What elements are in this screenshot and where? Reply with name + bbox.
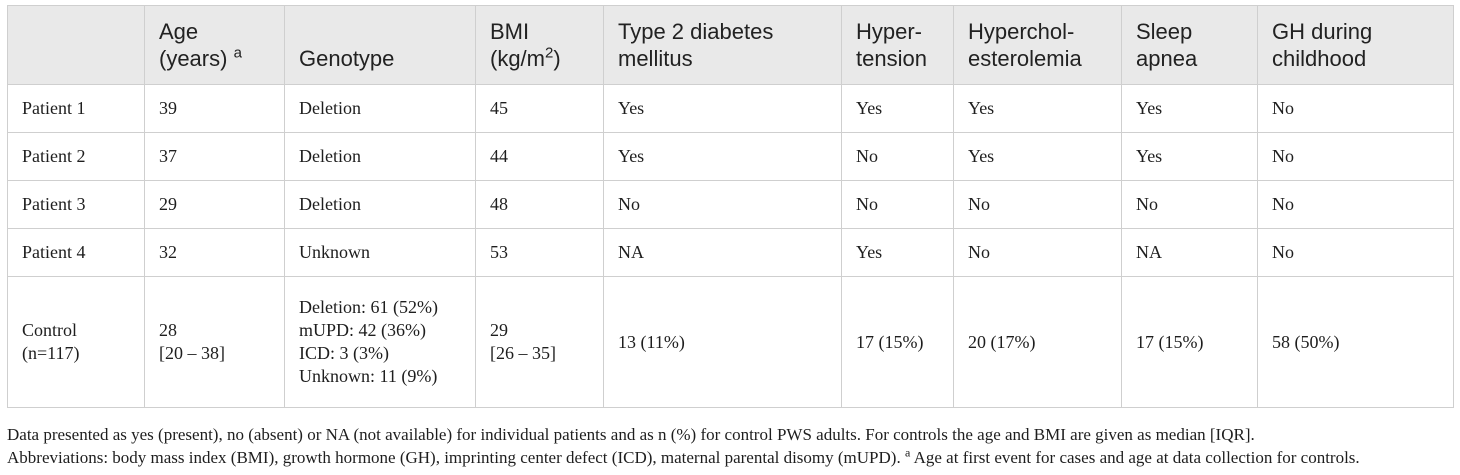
sleep-apnea-cell: Yes — [1121, 84, 1258, 133]
control-row: Control (n=117) 28 [20 – 38] Deletion: 6… — [7, 276, 1454, 408]
table-row: Patient 3 29 Deletion 48 No No No No No — [7, 180, 1454, 229]
row-label: Patient 1 — [7, 84, 145, 133]
age-cell: 32 — [144, 228, 285, 277]
header-bmi: BMI (kg/m2) — [475, 5, 604, 85]
t2dm-cell: No — [603, 180, 842, 229]
hypercholesterolemia-cell: Yes — [953, 84, 1122, 133]
header-hypercholesterolemia: Hyperchol- esterolemia — [953, 5, 1122, 85]
row-label: Patient 2 — [7, 132, 145, 181]
hypercholesterolemia-cell: No — [953, 228, 1122, 277]
age-cell: 29 — [144, 180, 285, 229]
hypercholesterolemia-cell: No — [953, 180, 1122, 229]
bmi-cell: 45 — [475, 84, 604, 133]
bmi-cell: 48 — [475, 180, 604, 229]
row-label: Control (n=117) — [7, 276, 145, 408]
bmi-cell: 44 — [475, 132, 604, 181]
genotype-cell: Deletion — [284, 180, 476, 229]
header-genotype: Genotype — [284, 5, 476, 85]
age-cell: 37 — [144, 132, 285, 181]
sleep-apnea-cell: Yes — [1121, 132, 1258, 181]
footnote-line-1: Data presented as yes (present), no (abs… — [7, 425, 1255, 444]
table-container: Age (years) a Genotype BMI (kg/m2) Type … — [7, 5, 1454, 408]
sleep-apnea-cell: NA — [1121, 228, 1258, 277]
header-hypertension: Hyper- tension — [841, 5, 954, 85]
table-row: Patient 4 32 Unknown 53 NA Yes No NA No — [7, 228, 1454, 277]
bmi-cell: 29 [26 – 35] — [475, 276, 604, 408]
gh-childhood-cell: No — [1257, 228, 1454, 277]
row-label: Patient 3 — [7, 180, 145, 229]
gh-childhood-cell: No — [1257, 180, 1454, 229]
footnote-line-2: Abbreviations: body mass index (BMI), gr… — [7, 445, 1360, 467]
hypertension-cell: Yes — [841, 84, 954, 133]
genotype-cell: Deletion: 61 (52%) mUPD: 42 (36%) ICD: 3… — [284, 276, 476, 408]
t2dm-cell: NA — [603, 228, 842, 277]
row-label: Patient 4 — [7, 228, 145, 277]
t2dm-cell: 13 (11%) — [603, 276, 842, 408]
hypertension-cell: No — [841, 180, 954, 229]
header-age: Age (years) a — [144, 5, 285, 85]
table-row: Patient 1 39 Deletion 45 Yes Yes Yes Yes… — [7, 84, 1454, 133]
header-row: Age (years) a Genotype BMI (kg/m2) Type … — [7, 5, 1454, 85]
hypercholesterolemia-cell: 20 (17%) — [953, 276, 1122, 408]
hypertension-cell: 17 (15%) — [841, 276, 954, 408]
sleep-apnea-cell: 17 (15%) — [1121, 276, 1258, 408]
header-blank — [7, 5, 145, 85]
t2dm-cell: Yes — [603, 84, 842, 133]
age-cell: 39 — [144, 84, 285, 133]
t2dm-cell: Yes — [603, 132, 842, 181]
gh-childhood-cell: No — [1257, 132, 1454, 181]
genotype-cell: Deletion — [284, 84, 476, 133]
gh-childhood-cell: No — [1257, 84, 1454, 133]
header-sleep-apnea: Sleep apnea — [1121, 5, 1258, 85]
bmi-cell: 53 — [475, 228, 604, 277]
sleep-apnea-cell: No — [1121, 180, 1258, 229]
genotype-cell: Deletion — [284, 132, 476, 181]
table-row: Patient 2 37 Deletion 44 Yes No Yes Yes … — [7, 132, 1454, 181]
header-gh-childhood: GH during childhood — [1257, 5, 1454, 85]
table-footnote: Data presented as yes (present), no (abs… — [7, 423, 1457, 469]
hypertension-cell: Yes — [841, 228, 954, 277]
hypercholesterolemia-cell: Yes — [953, 132, 1122, 181]
header-t2dm: Type 2 diabetes mellitus — [603, 5, 842, 85]
patient-characteristics-table: Age (years) a Genotype BMI (kg/m2) Type … — [7, 5, 1454, 408]
gh-childhood-cell: 58 (50%) — [1257, 276, 1454, 408]
age-cell: 28 [20 – 38] — [144, 276, 285, 408]
genotype-cell: Unknown — [284, 228, 476, 277]
hypertension-cell: No — [841, 132, 954, 181]
